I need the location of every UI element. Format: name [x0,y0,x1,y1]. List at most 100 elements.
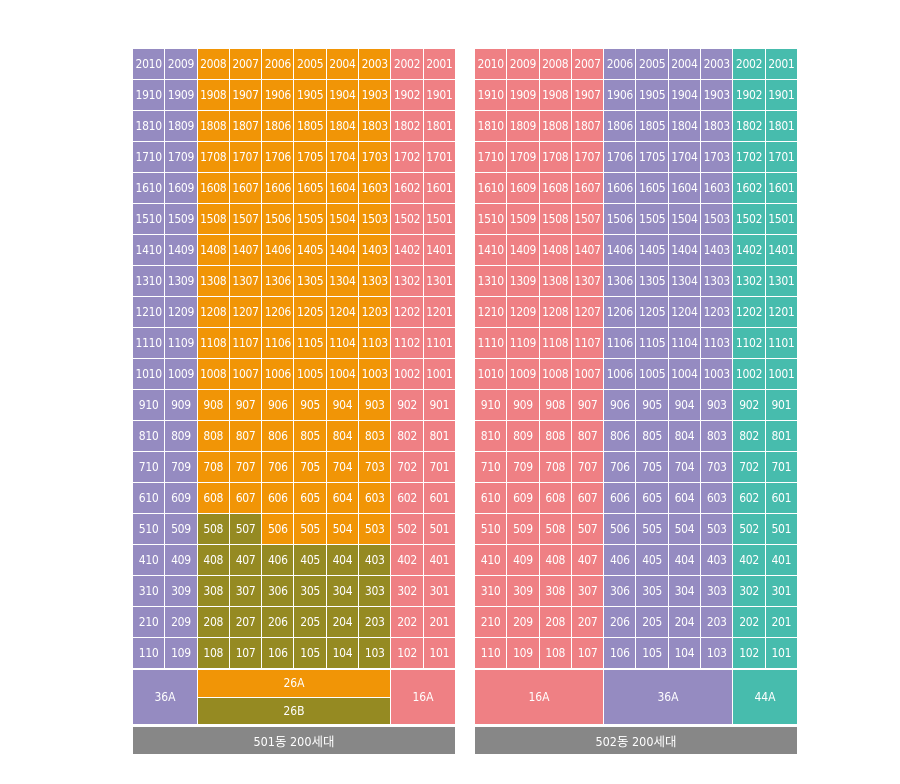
unit-cell: 1803 [701,111,733,141]
unit-cell: 1808 [539,111,571,141]
unit-cell: 1001 [423,359,455,389]
unit-cell: 1209 [507,297,539,327]
unit-cell: 510 [133,514,165,544]
unit-cell: 705 [294,452,326,482]
unit-cell: 1210 [475,297,507,327]
unit-cell: 210 [133,607,165,637]
unit-cell: 205 [294,607,326,637]
unit-cell: 101 [423,638,455,668]
unit-cell: 807 [229,421,262,451]
unit-cell: 103 [701,638,733,668]
unit-cell: 1403 [359,235,391,265]
unit-cell: 609 [507,483,539,513]
unit-cell: 1707 [229,142,262,172]
unit-cell: 108 [539,638,571,668]
unit-cell: 909 [165,390,197,420]
unit-cell: 401 [423,545,455,575]
unit-cell: 301 [765,576,797,606]
unit-cell: 1906 [262,80,294,110]
unit-cell: 1502 [733,204,765,234]
unit-cell: 707 [229,452,262,482]
unit-cell: 404 [326,545,359,575]
unit-cell: 901 [765,390,797,420]
unit-cell: 706 [604,452,636,482]
unit-cell: 805 [636,421,668,451]
unit-cell: 509 [507,514,539,544]
unit-cell: 603 [701,483,733,513]
unit-cell: 305 [294,576,326,606]
unit-cell: 802 [733,421,765,451]
unit-cell: 501 [765,514,797,544]
unit-cell: 1009 [165,359,197,389]
unit-cell: 607 [571,483,604,513]
unit-cell: 1106 [604,328,636,358]
unit-cell: 905 [636,390,668,420]
unit-cell: 801 [423,421,455,451]
unit-cell: 806 [262,421,294,451]
unit-cell: 609 [165,483,197,513]
unit-cell: 2010 [133,49,165,79]
unit-cell: 1207 [571,297,604,327]
unit-cell: 703 [701,452,733,482]
unit-cell: 1510 [475,204,507,234]
unit-cell: 1505 [636,204,668,234]
unit-cell: 405 [294,545,326,575]
unit-cell: 1110 [475,328,507,358]
unit-cell: 808 [539,421,571,451]
unit-cell: 103 [359,638,391,668]
unit-cell: 1107 [571,328,604,358]
unit-cell: 1309 [165,266,197,296]
unit-cell: 208 [539,607,571,637]
unit-cell: 209 [507,607,539,637]
unit-cell: 710 [475,452,507,482]
unit-cell: 2002 [733,49,765,79]
unit-cell: 2003 [701,49,733,79]
unit-cell: 803 [359,421,391,451]
unit-cell: 1003 [359,359,391,389]
unit-cell: 506 [262,514,294,544]
unit-cell: 504 [668,514,701,544]
unit-cell: 502 [733,514,765,544]
unit-cell: 1306 [262,266,294,296]
unit-cell: 105 [636,638,668,668]
unit-grid-502: 2010 2009 2008 2007 2006 2005 2004 2003 2002 2001… [475,49,797,668]
unit-cell: 1309 [507,266,539,296]
unit-cell: 805 [294,421,326,451]
unit-cell: 203 [359,607,391,637]
unit-cell: 710 [133,452,165,482]
unit-cell: 306 [604,576,636,606]
legend-type-26a: 26A [198,670,390,697]
unit-cell: 1705 [294,142,326,172]
unit-cell: 804 [326,421,359,451]
unit-cell: 104 [668,638,701,668]
unit-cell: 308 [539,576,571,606]
unit-cell: 1607 [229,173,262,203]
unit-cell: 808 [197,421,229,451]
unit-cell: 2005 [294,49,326,79]
unit-cell: 1603 [701,173,733,203]
unit-cell: 1509 [165,204,197,234]
unit-cell: 1410 [475,235,507,265]
unit-cell: 706 [262,452,294,482]
unit-cell: 2007 [229,49,262,79]
unit-cell: 1004 [326,359,359,389]
unit-cell: 1802 [733,111,765,141]
unit-cell: 607 [229,483,262,513]
unit-cell: 201 [765,607,797,637]
unit-cell: 1504 [326,204,359,234]
unit-cell: 505 [294,514,326,544]
unit-cell: 1009 [507,359,539,389]
unit-cell: 1708 [197,142,229,172]
unit-cell: 202 [391,607,423,637]
unit-cell: 106 [604,638,636,668]
unit-cell: 1308 [197,266,229,296]
unit-cell: 1907 [229,80,262,110]
unit-cell: 1104 [326,328,359,358]
unit-cell: 903 [359,390,391,420]
unit-cell: 1810 [475,111,507,141]
unit-cell: 1205 [294,297,326,327]
unit-cell: 101 [765,638,797,668]
unit-cell: 1609 [165,173,197,203]
unit-cell: 908 [539,390,571,420]
building-501: 2010 2009 2008 2007 2006 2005 2004 2003 2002 2001… [133,49,455,754]
